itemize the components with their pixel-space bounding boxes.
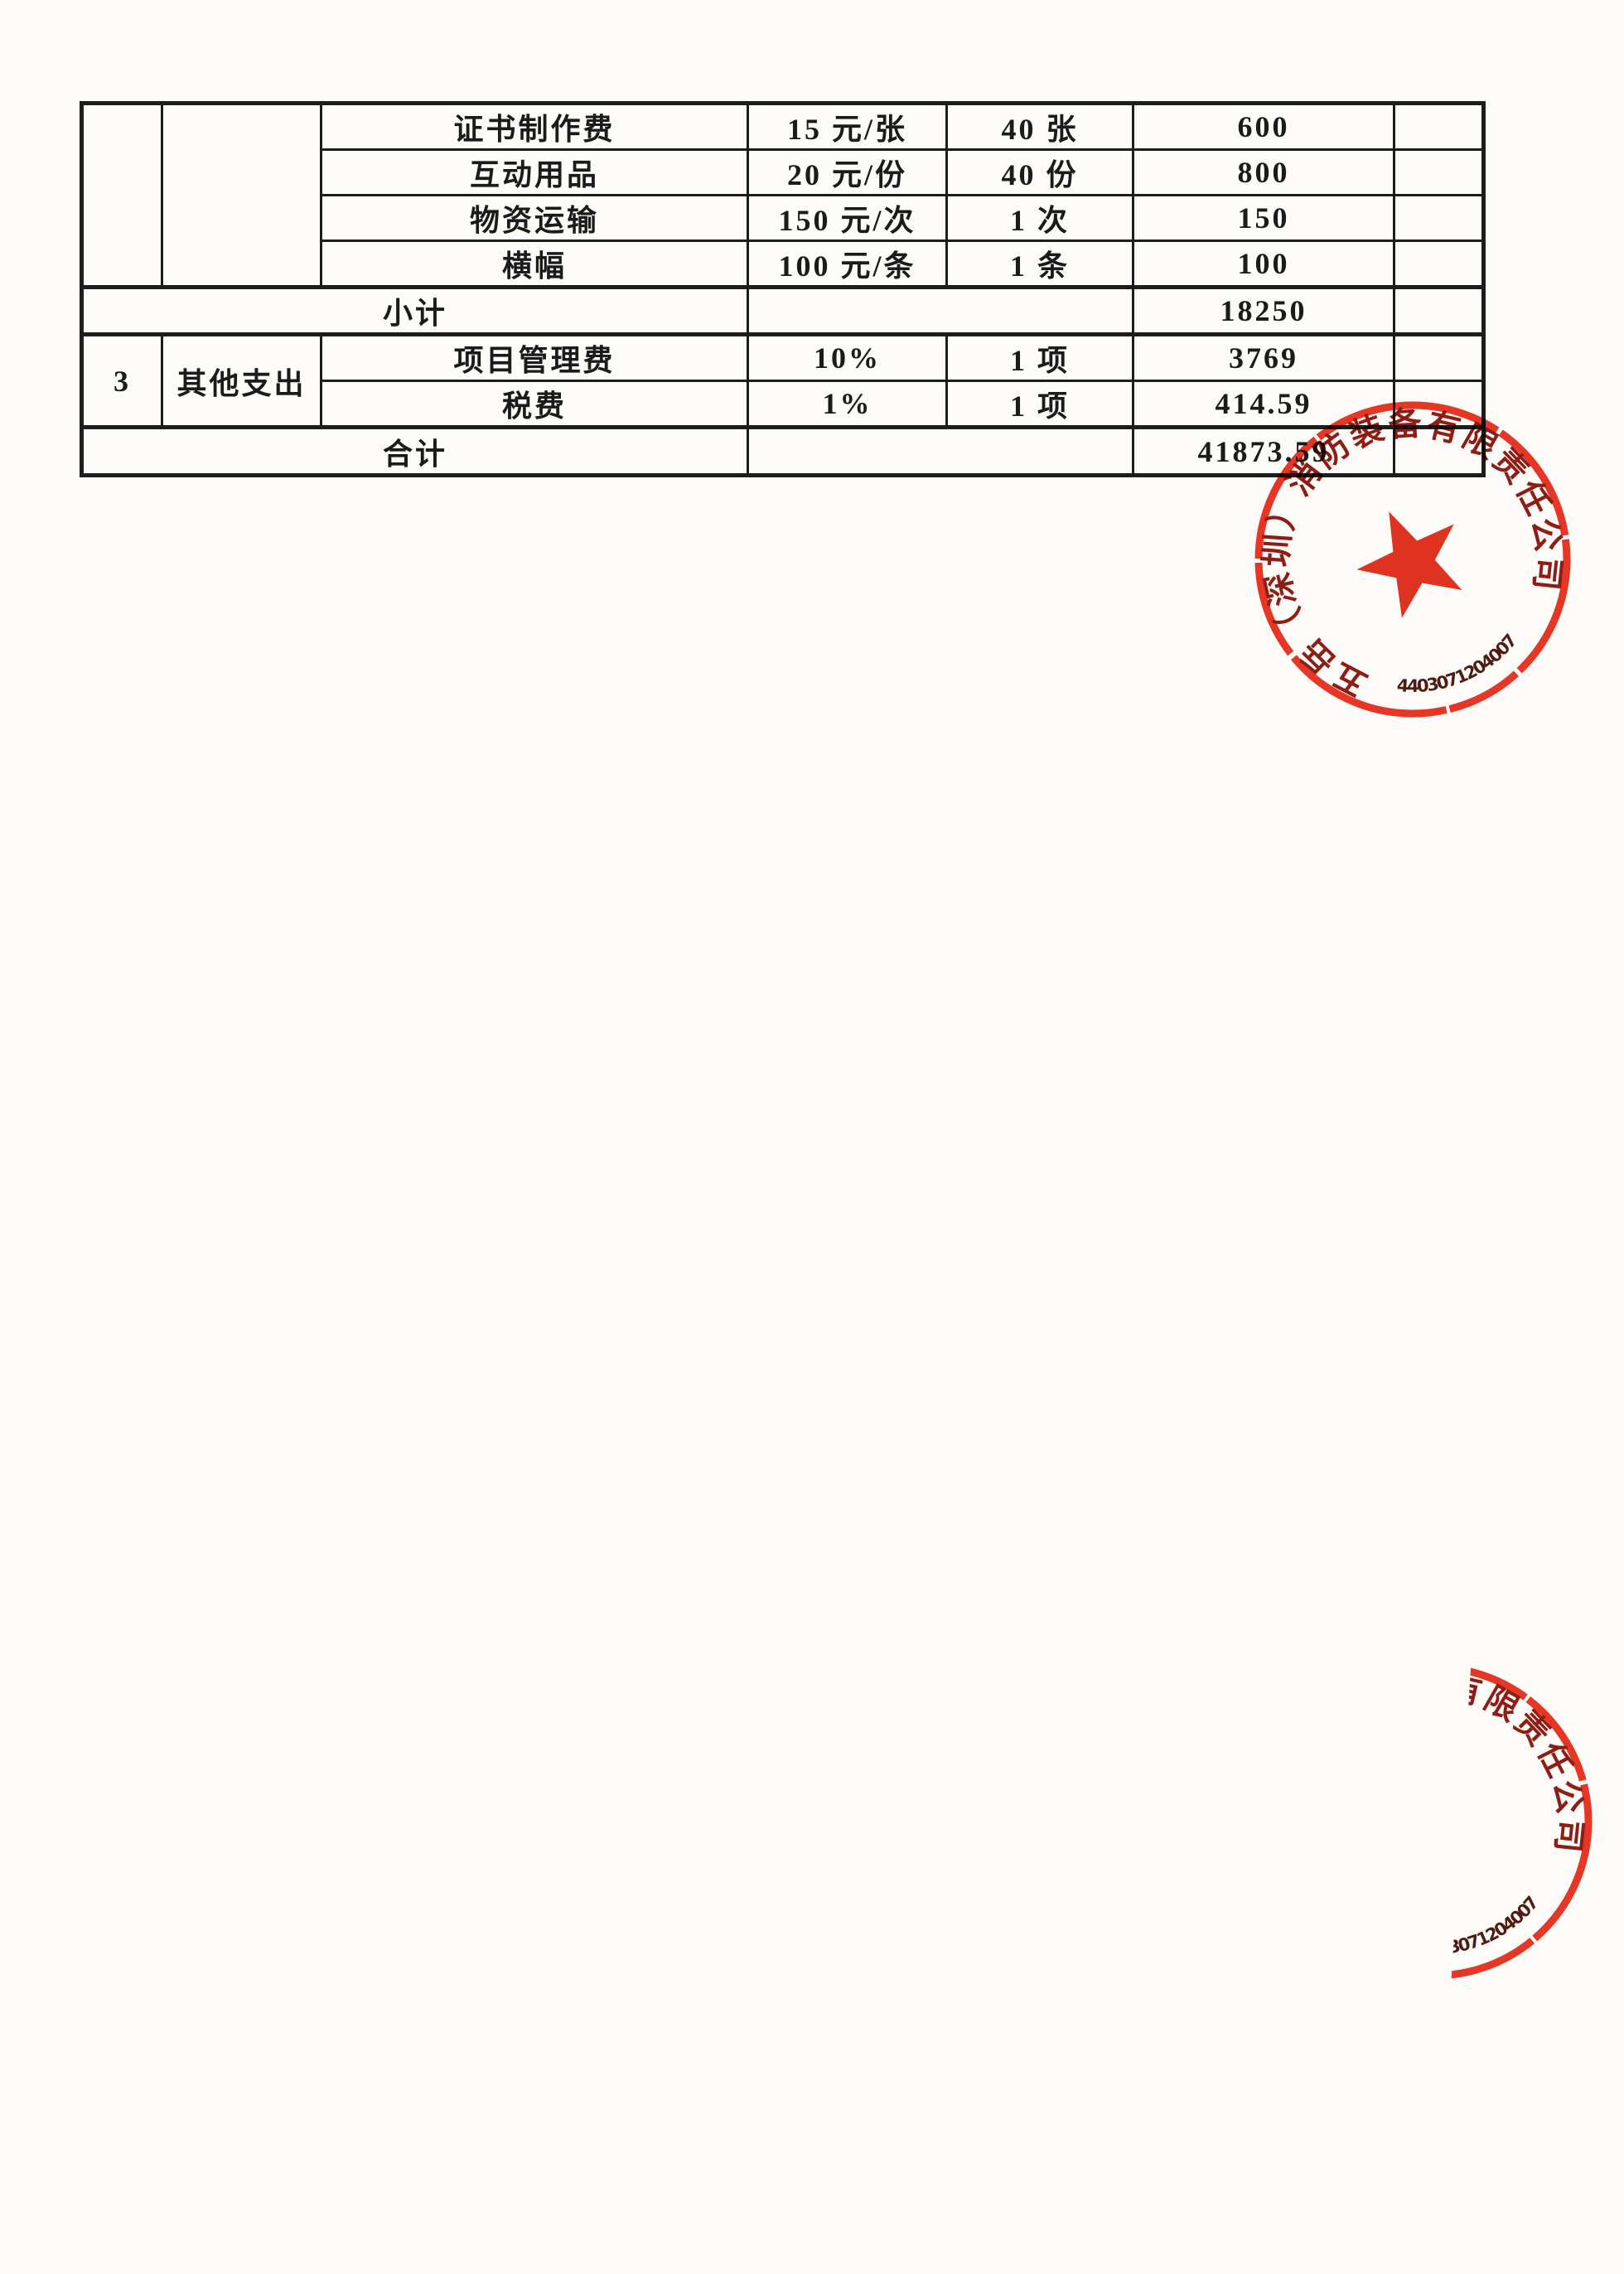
amount: 100 bbox=[1132, 239, 1395, 288]
rate: 10% bbox=[747, 332, 948, 382]
table-row: 证书制作费 15 元/张 40 张 600 bbox=[80, 102, 1485, 288]
seal-serial-number: 4403071204007 bbox=[1396, 629, 1522, 696]
section-name: 其他支出 bbox=[161, 332, 322, 428]
amount: 600 bbox=[1132, 102, 1395, 151]
subtotal-row: 小计 18250 bbox=[80, 285, 1485, 336]
note-cell bbox=[1393, 148, 1485, 196]
cost-table: 证书制作费 15 元/张 40 张 600 互动用品 20 元/份 40 份 8… bbox=[80, 101, 1486, 477]
item-name: 税费 bbox=[320, 380, 749, 428]
amount: 3769 bbox=[1132, 332, 1395, 382]
unit-price: 100 元/条 bbox=[747, 239, 948, 288]
note-cell bbox=[1393, 425, 1485, 477]
note-cell bbox=[1393, 239, 1485, 288]
partial-seal-stamp: 五岳（深圳）消防装备有限责任公司 4403071204007 bbox=[1279, 1656, 1600, 1987]
seq-cell-empty bbox=[80, 102, 163, 288]
rate: 1% bbox=[747, 380, 948, 428]
quantity: 1 项 bbox=[945, 332, 1134, 382]
amount: 800 bbox=[1132, 148, 1395, 196]
subtotal-label: 小计 bbox=[80, 285, 749, 336]
unit-price: 20 元/份 bbox=[747, 148, 948, 196]
table-row: 3 其他支出 项目管理费 10% 1 项 3769 bbox=[80, 332, 1485, 428]
note-cell bbox=[1393, 332, 1485, 382]
total-empty bbox=[747, 425, 1134, 477]
note-cell bbox=[1393, 285, 1485, 336]
unit-price: 150 元/次 bbox=[747, 194, 948, 242]
amount: 150 bbox=[1132, 194, 1395, 242]
seal-star-icon bbox=[1356, 511, 1462, 618]
amount: 414.59 bbox=[1132, 380, 1395, 428]
total-label: 合计 bbox=[80, 425, 749, 477]
total-row: 合计 41873.59 bbox=[80, 425, 1485, 477]
table-row: 互动用品 20 元/份 40 份 800 bbox=[82, 148, 1485, 196]
item-name: 物资运输 bbox=[320, 194, 749, 242]
seal-ring bbox=[1451, 1663, 1593, 1980]
table-row: 横幅 100 元/条 1 条 100 bbox=[82, 239, 1485, 288]
quantity: 1 条 bbox=[945, 239, 1134, 288]
quantity: 1 次 bbox=[945, 194, 1134, 242]
item-name: 互动用品 bbox=[320, 148, 749, 196]
unit-price: 15 元/张 bbox=[747, 102, 948, 151]
note-cell bbox=[1393, 380, 1485, 428]
section-number: 3 bbox=[80, 332, 163, 428]
note-cell bbox=[1393, 102, 1485, 151]
item-name: 横幅 bbox=[320, 239, 749, 288]
item-name: 证书制作费 bbox=[320, 102, 749, 151]
subtotal-empty bbox=[747, 285, 1134, 336]
category-cell-empty bbox=[161, 102, 322, 288]
item-name: 项目管理费 bbox=[320, 332, 749, 382]
table-row: 物资运输 150 元/次 1 次 150 bbox=[82, 194, 1485, 242]
note-cell bbox=[1393, 194, 1485, 242]
quantity: 1 项 bbox=[945, 380, 1134, 428]
subtotal-amount: 18250 bbox=[1132, 285, 1395, 336]
partial-seal-svg: 五岳（深圳）消防装备有限责任公司 4403071204007 bbox=[1279, 1663, 1593, 1980]
seal-company-name: 五岳（深圳）消防装备有限责任公司 bbox=[1279, 1667, 1589, 1966]
seal-serial-number: 4403071204007 bbox=[1418, 1891, 1544, 1958]
quantity: 40 张 bbox=[945, 102, 1134, 151]
quantity: 40 份 bbox=[945, 148, 1134, 196]
total-amount: 41873.59 bbox=[1132, 425, 1395, 477]
